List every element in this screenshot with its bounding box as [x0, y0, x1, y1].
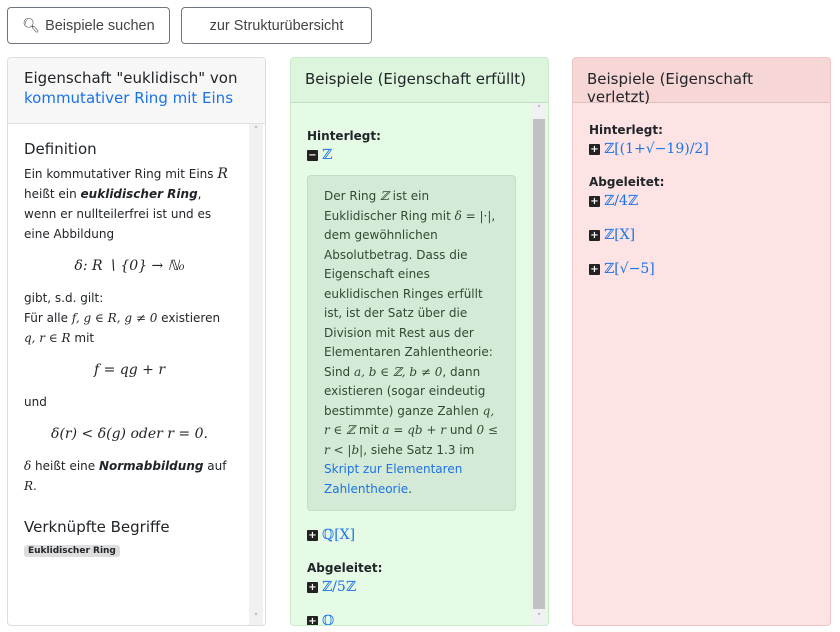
- formula-norm: δ(r) < δ(g) oder r = 0.: [51, 426, 208, 442]
- expand-icon: +: [589, 195, 600, 207]
- formula-division: f = qg + r: [93, 362, 166, 378]
- definition-text: Ein kommutativer Ring mit Eins R heißt e…: [24, 166, 228, 241]
- satisfied-examples-panel: Beispiele (Eigenschaft erfüllt) Hinterle…: [290, 57, 549, 626]
- search-examples-button[interactable]: 🔍︎ Beispiele suchen: [7, 7, 170, 44]
- script-link[interactable]: Skript zur Elementaren Zahlentheorie: [324, 462, 463, 496]
- structure-overview-button[interactable]: zur Strukturübersicht: [181, 7, 372, 44]
- example-detail: Der Ring ℤ ist ein Euklidischer Ring mit…: [307, 175, 516, 511]
- expand-icon: +: [307, 615, 318, 625]
- related-heading: Verknüpfte Begriffe: [24, 518, 170, 536]
- example-item[interactable]: − ℤ: [307, 147, 333, 163]
- expand-icon: +: [589, 143, 600, 155]
- stored-label: Hinterlegt:: [307, 129, 381, 143]
- norm-text: δ heißt eine Normabbildung auf R.: [24, 459, 227, 493]
- example-item[interactable]: + ℚ[X]: [307, 527, 356, 543]
- derived-label: Abgeleitet:: [589, 175, 665, 189]
- expand-icon: +: [589, 263, 600, 275]
- violated-examples-panel: Beispiele (Eigenschaft verletzt) Hinterl…: [572, 57, 831, 626]
- formula-map: δ: R ∖ {0} → ℕ₀: [74, 258, 185, 274]
- panel-title: Eigenschaft "euklidisch" von: [24, 69, 238, 87]
- stored-label: Hinterlegt:: [589, 123, 663, 137]
- property-panel: Eigenschaft "euklidisch" von kommutative…: [7, 57, 266, 626]
- collapse-icon[interactable]: −: [307, 149, 318, 161]
- expand-icon: +: [307, 529, 318, 541]
- panel-title: Beispiele (Eigenschaft verletzt): [573, 58, 830, 106]
- expand-icon: +: [307, 581, 318, 593]
- search-icon: 🔍︎: [22, 17, 41, 33]
- scrollbar[interactable]: ˄ ˅: [532, 103, 546, 625]
- example-item[interactable]: + ℤ/5ℤ: [307, 579, 357, 595]
- example-item[interactable]: + ℤ[(1+√−19)/2]: [589, 141, 709, 157]
- example-item[interactable]: + ℤ[√−5]: [589, 261, 655, 277]
- example-item[interactable]: + ℚ: [307, 613, 335, 625]
- example-item[interactable]: + ℤ/4ℤ: [589, 193, 639, 209]
- example-item[interactable]: + ℤ[X]: [589, 227, 636, 243]
- derived-label: Abgeleitet:: [307, 561, 383, 575]
- definition-heading: Definition: [24, 140, 97, 158]
- und-text: und: [24, 395, 47, 409]
- expand-icon: +: [589, 229, 600, 241]
- panel-title: Beispiele (Eigenschaft erfüllt): [291, 58, 548, 103]
- structure-link[interactable]: kommutativer Ring mit Eins: [24, 89, 234, 107]
- condition-text: gibt, s.d. gilt: Für alle f, g ∈ R, g ≠ 0…: [24, 291, 221, 345]
- related-badge[interactable]: Euklidischer Ring: [24, 545, 120, 557]
- scrollbar[interactable]: ˄ ˅: [249, 124, 263, 625]
